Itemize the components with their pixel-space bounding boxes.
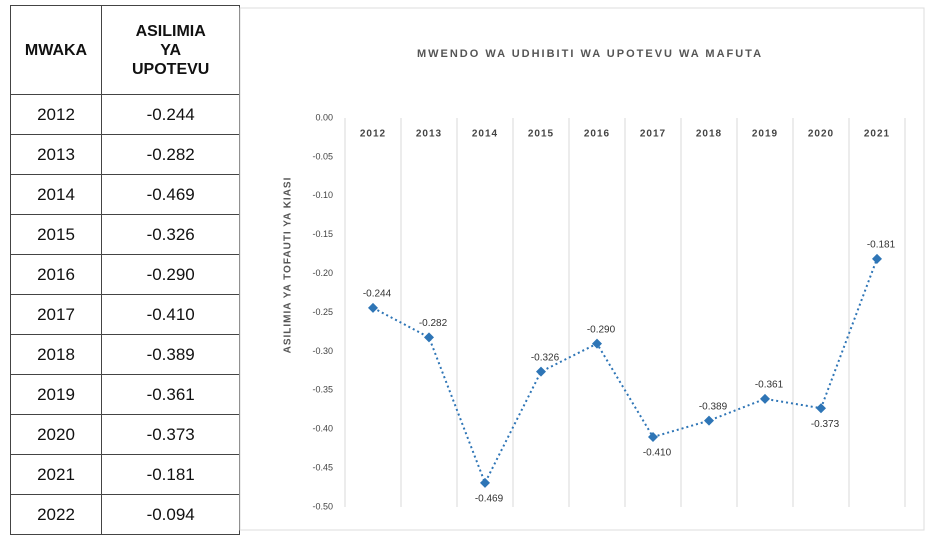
table-cell: -0.389 xyxy=(100,334,241,375)
data-label: -0.244 xyxy=(363,288,392,299)
marker xyxy=(592,338,602,349)
data-label: -0.373 xyxy=(811,419,840,430)
table-cell: -0.410 xyxy=(100,294,241,335)
table-row: 2017 -0.410 xyxy=(10,294,241,335)
marker xyxy=(480,477,490,488)
table-cell: -0.181 xyxy=(100,454,241,495)
y-tick-label: -0.50 xyxy=(312,501,333,511)
y-tick-label: 0.00 xyxy=(315,112,333,122)
marker xyxy=(816,403,826,414)
data-table: MWAKA ASILIMIA YA UPOTEVU 2012 -0.244 2013… xyxy=(10,5,241,535)
data-label: -0.410 xyxy=(643,448,672,459)
y-tick-label: -0.25 xyxy=(312,307,333,317)
x-tick-label: 2013 xyxy=(416,129,442,140)
table-cell: -0.282 xyxy=(100,134,241,175)
table-row: 2021 -0.181 xyxy=(10,454,241,495)
data-label: -0.290 xyxy=(587,324,616,335)
marker xyxy=(536,366,546,377)
data-label: -0.282 xyxy=(419,318,448,329)
table-cell: -0.244 xyxy=(100,94,241,135)
table-cell: 2021 xyxy=(10,454,102,495)
marker xyxy=(872,253,882,264)
x-tick-label: 2012 xyxy=(360,129,386,140)
y-tick-label: -0.30 xyxy=(312,346,333,356)
table-cell: 2013 xyxy=(10,134,102,175)
table-cell: 2019 xyxy=(10,374,102,415)
chart-title: MWENDO WA UDHIBITI WA UPOTEVU WA MAFUTA xyxy=(417,48,763,60)
table-row: 2020 -0.373 xyxy=(10,414,241,455)
marker xyxy=(368,302,378,313)
data-label: -0.326 xyxy=(531,352,560,363)
x-tick-label: 2015 xyxy=(528,129,554,140)
table-row: 2013 -0.282 xyxy=(10,134,241,175)
table-cell: -0.326 xyxy=(100,214,241,255)
x-tick-label: 2019 xyxy=(752,129,778,140)
table-cell: -0.361 xyxy=(100,374,241,415)
y-tick-label: -0.35 xyxy=(312,385,333,395)
x-tick-label: 2018 xyxy=(696,129,722,140)
table-row: 2022 -0.094 xyxy=(10,494,241,535)
chart-frame xyxy=(239,7,925,531)
table-cell: -0.373 xyxy=(100,414,241,455)
data-label: -0.469 xyxy=(475,494,504,505)
data-label: -0.361 xyxy=(755,379,784,390)
table-row: 2014 -0.469 xyxy=(10,174,241,215)
y-axis-label: ASILIMIA YA TOFAUTI YA KIASI xyxy=(283,177,294,354)
marker xyxy=(760,393,770,404)
table-row: 2015 -0.326 xyxy=(10,214,241,255)
table-cell: 2018 xyxy=(10,334,102,375)
y-tick-label: -0.15 xyxy=(312,229,333,239)
data-label: -0.389 xyxy=(699,401,728,412)
y-tick-label: -0.45 xyxy=(312,462,333,472)
marker xyxy=(424,332,434,343)
header-cell: ASILIMIA YA UPOTEVU xyxy=(100,5,241,95)
y-tick-label: -0.20 xyxy=(312,268,333,278)
data-label: -0.181 xyxy=(867,239,896,250)
x-tick-label: 2020 xyxy=(808,129,834,140)
marker xyxy=(648,431,658,442)
y-tick-label: -0.05 xyxy=(312,151,333,161)
y-tick-label: -0.40 xyxy=(312,424,333,434)
table-cell: 2017 xyxy=(10,294,102,335)
x-tick-label: 2016 xyxy=(584,129,610,140)
marker xyxy=(704,415,714,426)
table-cell: 2014 xyxy=(10,174,102,215)
x-tick-label: 2017 xyxy=(640,129,666,140)
table-body: 2012 -0.244 2013 -0.282 2014 -0.469 2015 -0.326… xyxy=(10,94,241,535)
header-cell: MWAKA xyxy=(10,5,102,95)
table-cell: 2022 xyxy=(10,494,102,535)
x-tick-label: 2014 xyxy=(472,129,498,140)
table-cell: -0.094 xyxy=(100,494,241,535)
table-row: 2012 -0.244 xyxy=(10,94,241,135)
table-cell: -0.469 xyxy=(100,174,241,215)
y-tick-label: -0.10 xyxy=(312,190,333,200)
data-line xyxy=(372,258,878,486)
header-row: MWAKA ASILIMIA YA UPOTEVU xyxy=(10,5,241,95)
table-cell: 2012 xyxy=(10,94,102,135)
table-row: 2019 -0.361 xyxy=(10,374,241,415)
x-tick-label: 2021 xyxy=(864,129,890,140)
table-row: 2018 -0.389 xyxy=(10,334,241,375)
